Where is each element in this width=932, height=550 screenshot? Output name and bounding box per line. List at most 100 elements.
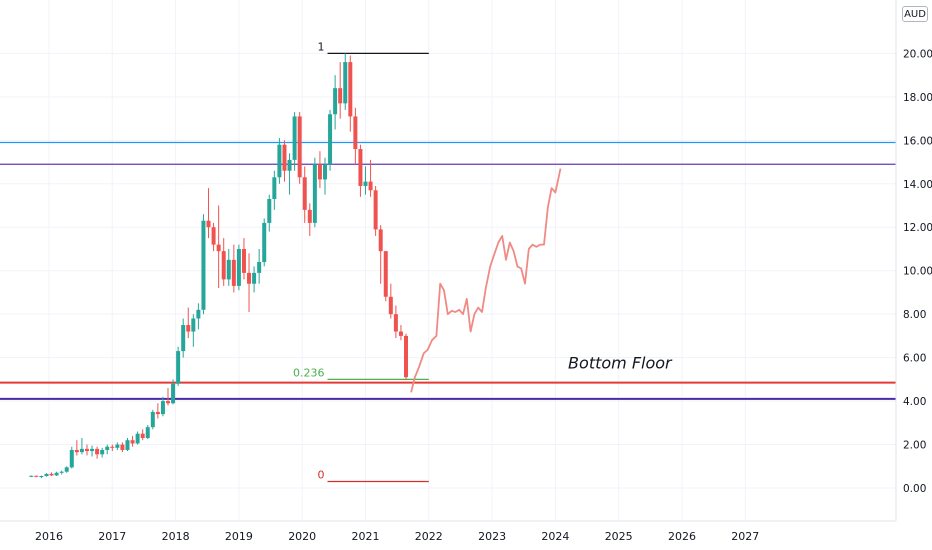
y-tick-label: 2.00	[903, 440, 926, 452]
candle-body	[247, 272, 252, 284]
fib-level-label: 0	[318, 468, 325, 481]
candle-body	[267, 198, 272, 223]
candle-body	[191, 318, 196, 332]
candle-body	[29, 475, 34, 477]
candle-body	[287, 159, 292, 171]
candle-body	[216, 244, 221, 252]
candle-body	[343, 62, 348, 104]
candle-body	[166, 401, 171, 404]
candle-body	[44, 473, 49, 477]
candle-body	[206, 220, 211, 228]
x-tick-label: 2027	[731, 530, 759, 543]
annotations: Bottom Floor	[568, 353, 673, 372]
candle-body	[398, 331, 403, 336]
x-tick-label: 2016	[35, 530, 63, 543]
y-tick-label: 10.00	[903, 266, 932, 278]
candle-body	[145, 427, 150, 439]
candle-body	[358, 149, 363, 186]
candle-body	[110, 446, 115, 448]
candle-body	[383, 251, 388, 297]
horizontal-levels	[0, 141, 896, 400]
candle-body	[140, 433, 145, 439]
candle-body	[160, 401, 165, 415]
candle-body	[317, 164, 322, 180]
candle-body	[155, 411, 160, 415]
candle-body	[130, 440, 135, 444]
y-tick-label: 0.00	[903, 483, 926, 495]
candle-body	[353, 116, 358, 150]
candle-body	[120, 444, 125, 450]
y-tick-label: 4.00	[903, 396, 926, 408]
candle-body	[363, 181, 368, 186]
time-axis[interactable]: 2016 2017 2018 2019 2020 2021 2022 2023 2024 2025…	[35, 530, 759, 543]
candle-body	[196, 309, 201, 319]
y-tick-label: 20.00	[903, 48, 932, 60]
candle-body	[277, 144, 282, 178]
candle-body	[201, 220, 206, 310]
candle-body	[115, 444, 120, 448]
candle-body	[186, 325, 191, 332]
candle-body	[171, 383, 176, 404]
candle-body	[59, 471, 64, 473]
candle-body	[241, 248, 246, 273]
candle-body	[181, 325, 186, 352]
candle-body	[257, 262, 262, 273]
x-tick-label: 2018	[162, 530, 190, 543]
candle-body	[90, 448, 95, 452]
candle-body	[34, 475, 39, 477]
candle-body	[368, 181, 373, 191]
projection-series	[410, 168, 562, 393]
x-tick-label: 2022	[415, 530, 443, 543]
x-tick-label: 2024	[541, 530, 569, 543]
candle-body	[302, 177, 307, 210]
candle-body	[150, 411, 155, 428]
candle-body	[226, 259, 231, 280]
candle-body	[95, 448, 100, 455]
x-tick-label: 2021	[352, 530, 380, 543]
price-axis[interactable]: 0.00 2.00 4.00 6.00 8.00 10.00 12.00 14.00 16.00…	[903, 48, 932, 495]
grid-lines	[0, 0, 896, 521]
candle-body	[49, 473, 54, 476]
candle-body	[333, 88, 338, 115]
annotation-label: Bottom Floor	[568, 353, 673, 372]
x-tick-label: 2025	[605, 530, 633, 543]
candle-body	[292, 116, 297, 160]
candle-body	[388, 296, 393, 315]
candle-body	[54, 472, 59, 476]
candle-body	[297, 116, 302, 178]
y-tick-label: 18.00	[903, 92, 932, 104]
candle-body	[252, 272, 257, 284]
candle-body	[231, 259, 236, 286]
candle-body	[312, 164, 317, 223]
candle-body	[282, 144, 287, 171]
fib-level-label: 1	[318, 40, 325, 53]
fibonacci-retracement: 1 0.236 0	[293, 40, 429, 483]
candle-body	[373, 190, 378, 230]
x-tick-label: 2019	[225, 530, 253, 543]
currency-badge[interactable]: AUD	[902, 6, 928, 22]
candle-body	[348, 62, 353, 117]
candle-body	[338, 88, 343, 104]
candle-body	[39, 476, 44, 478]
candle-body	[322, 164, 327, 180]
x-tick-label: 2023	[478, 530, 506, 543]
candle-body	[64, 467, 69, 472]
candle-body	[262, 222, 267, 263]
candle-body	[211, 227, 216, 245]
candlestick-series	[29, 53, 409, 479]
x-tick-label: 2020	[288, 530, 316, 543]
candle-body	[79, 448, 84, 453]
candle-body	[100, 449, 105, 455]
y-tick-label: 6.00	[903, 353, 926, 365]
candle-body	[125, 440, 130, 450]
candle-body	[378, 229, 383, 252]
candle-body	[135, 433, 140, 444]
candle-body	[105, 446, 110, 450]
y-tick-label: 14.00	[903, 179, 932, 191]
candle-body	[272, 177, 277, 199]
fib-level-label: 0.236	[293, 366, 325, 379]
y-tick-label: 8.00	[903, 309, 926, 321]
candle-body	[221, 251, 226, 280]
y-tick-label: 16.00	[903, 135, 932, 147]
